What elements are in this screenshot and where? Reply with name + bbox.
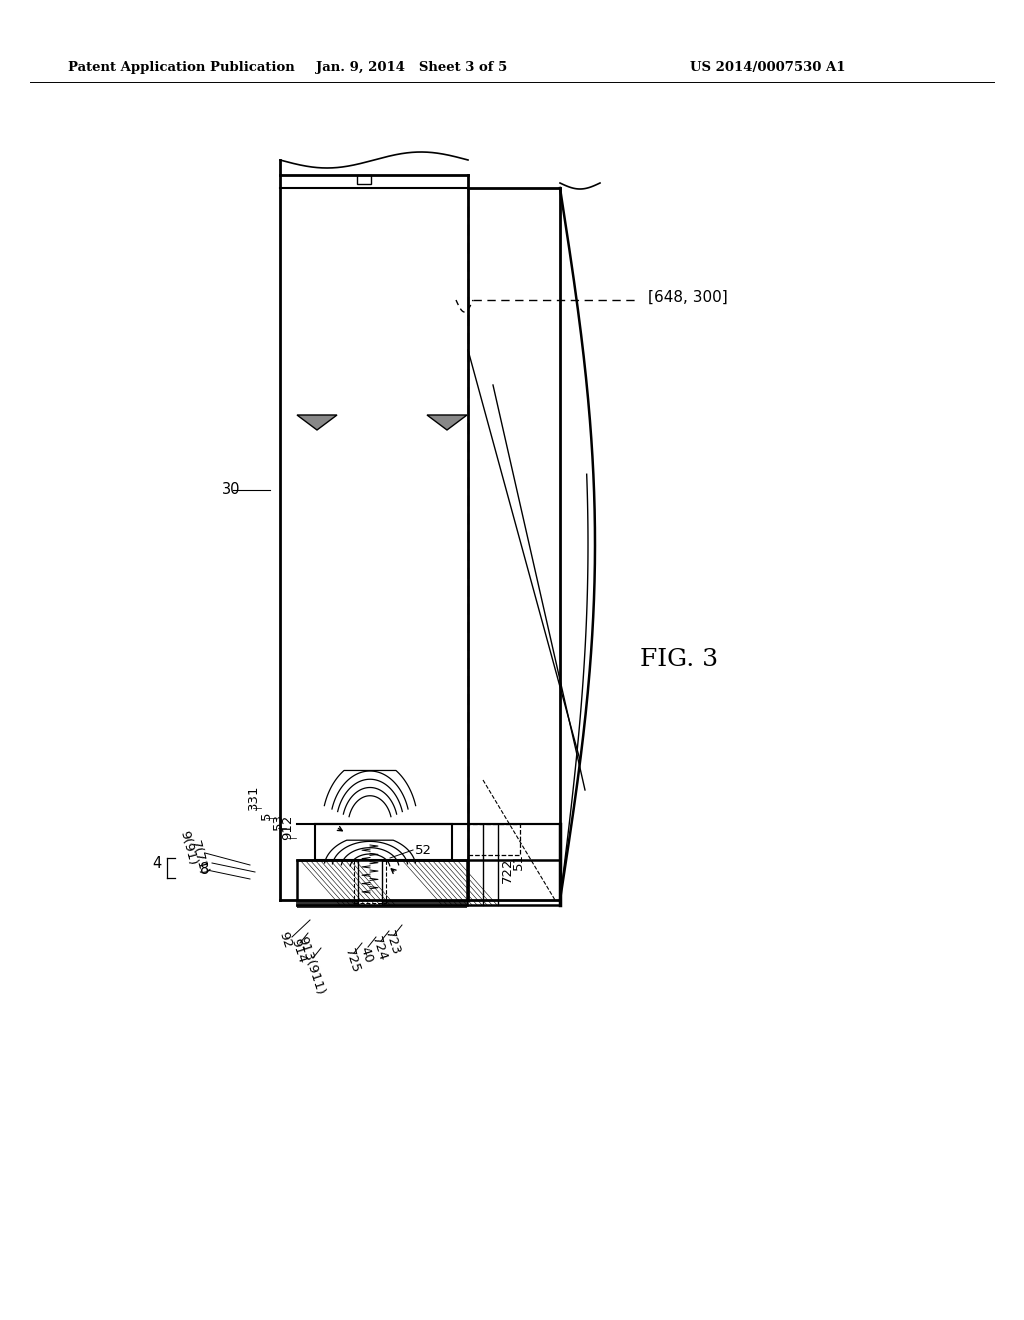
Bar <box>315 824 452 861</box>
Text: 8: 8 <box>200 862 209 878</box>
Text: 9(91): 9(91) <box>177 829 199 867</box>
Text: 52: 52 <box>415 843 432 857</box>
Text: 5: 5 <box>259 812 272 820</box>
Text: 4: 4 <box>153 855 162 870</box>
Bar <box>297 861 467 906</box>
Bar <box>357 176 371 183</box>
Bar <box>468 824 520 855</box>
Text: 725: 725 <box>342 946 362 975</box>
Text: 914: 914 <box>288 937 308 965</box>
Text: 912: 912 <box>282 814 295 840</box>
Text: 723: 723 <box>382 929 402 957</box>
Text: 724: 724 <box>369 935 389 964</box>
Bar <box>354 832 386 903</box>
Text: 913(911): 913(911) <box>295 935 327 997</box>
Text: 722: 722 <box>501 857 513 883</box>
Bar <box>297 900 467 908</box>
Text: 53: 53 <box>271 813 285 830</box>
Text: 51: 51 <box>512 854 524 870</box>
Text: 7(71): 7(71) <box>188 840 210 876</box>
Polygon shape <box>427 414 467 430</box>
Text: [648, 300]: [648, 300] <box>648 289 728 305</box>
Text: FIG. 3: FIG. 3 <box>640 648 718 672</box>
Text: US 2014/0007530 A1: US 2014/0007530 A1 <box>690 62 846 74</box>
Text: 331: 331 <box>247 784 259 810</box>
Text: Patent Application Publication: Patent Application Publication <box>68 62 295 74</box>
Text: 40: 40 <box>357 945 375 965</box>
Polygon shape <box>297 414 337 430</box>
Text: Jan. 9, 2014   Sheet 3 of 5: Jan. 9, 2014 Sheet 3 of 5 <box>316 62 508 74</box>
Text: 30: 30 <box>222 483 241 498</box>
Text: 92: 92 <box>276 931 294 950</box>
Bar <box>358 833 382 906</box>
